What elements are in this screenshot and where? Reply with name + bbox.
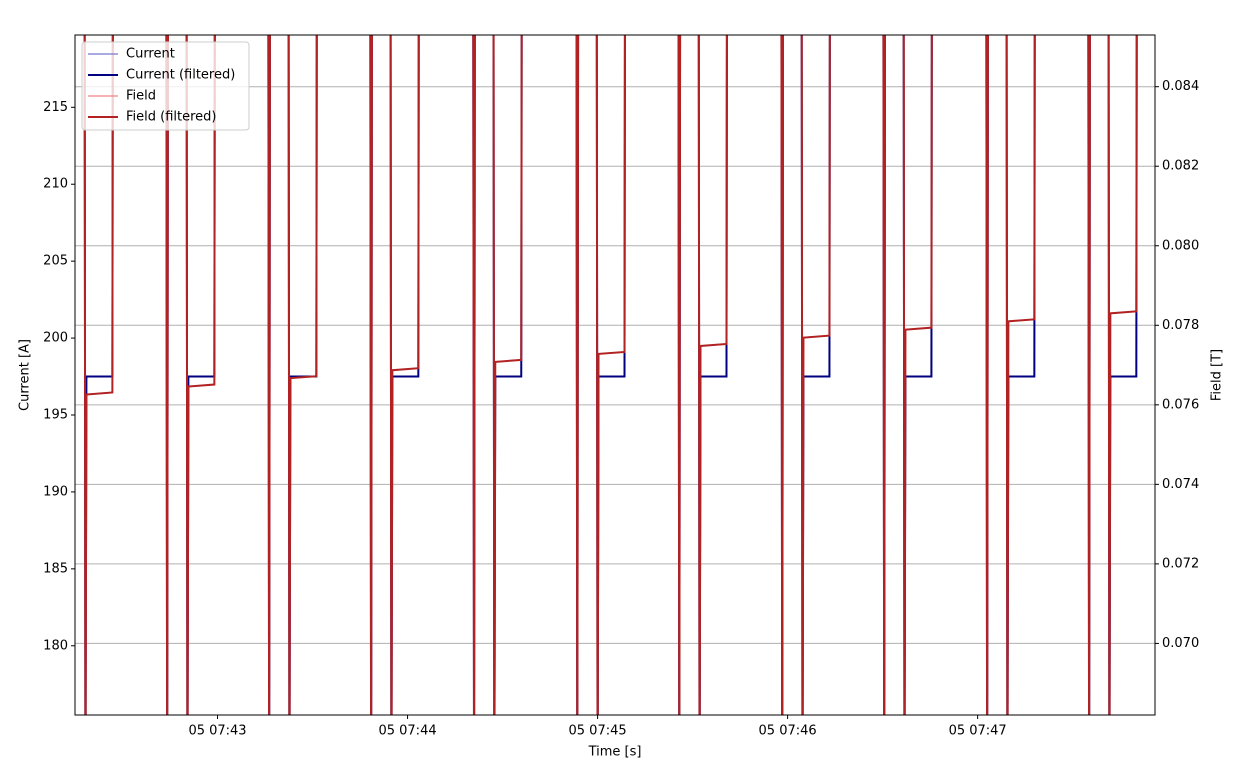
x-tick-label: 05 07:47 [949,724,1007,739]
legend-label: Field [126,89,156,104]
plot-lines [83,35,1138,715]
x-axis-label: Time [s] [588,745,642,760]
legend-box [81,41,250,131]
y-axis-label: Current [A] [18,339,33,411]
series-line [83,35,1138,715]
y2-tick-label: 0.084 [1162,79,1199,94]
x-tick-label: 05 07:43 [188,724,246,739]
y-tick-label: 205 [43,254,68,269]
y-tick-label: 180 [43,638,68,653]
x-tick-label: 05 07:44 [378,724,436,739]
plot-frame [74,34,1156,716]
y2-tick-label: 0.070 [1162,636,1199,651]
axes: 180 185 190 195 200 205 210 215 0.070 0.072 0.074 0… [43,79,1199,738]
grid [75,86,1155,644]
y2-tick-label: 0.082 [1162,159,1199,174]
y2-tick-label: 0.080 [1162,238,1199,253]
y-tick-label: 200 [43,331,68,346]
y-tick-label: 190 [43,484,68,499]
y-tick-label: 185 [43,561,68,576]
y-tick-label: 215 [43,100,68,115]
y2-tick-label: 0.076 [1162,397,1199,412]
y2-tick-label: 0.074 [1162,477,1199,492]
y-tick-label: 210 [43,177,68,192]
legend-label: Current (filtered) [126,68,235,83]
x-tick-label: 05 07:45 [569,724,627,739]
x-tick-label: 05 07:46 [759,724,817,739]
y2-tick-label: 0.078 [1162,318,1199,333]
legend: Current Current (filtered) Field Field (fil… [81,41,250,131]
y-tick-label: 195 [43,408,68,423]
legend-label: Current [126,47,175,62]
y2-axis-label: Field [T] [1210,349,1225,401]
y2-tick-label: 0.072 [1162,556,1199,571]
legend-label: Field (filtered) [126,110,217,125]
